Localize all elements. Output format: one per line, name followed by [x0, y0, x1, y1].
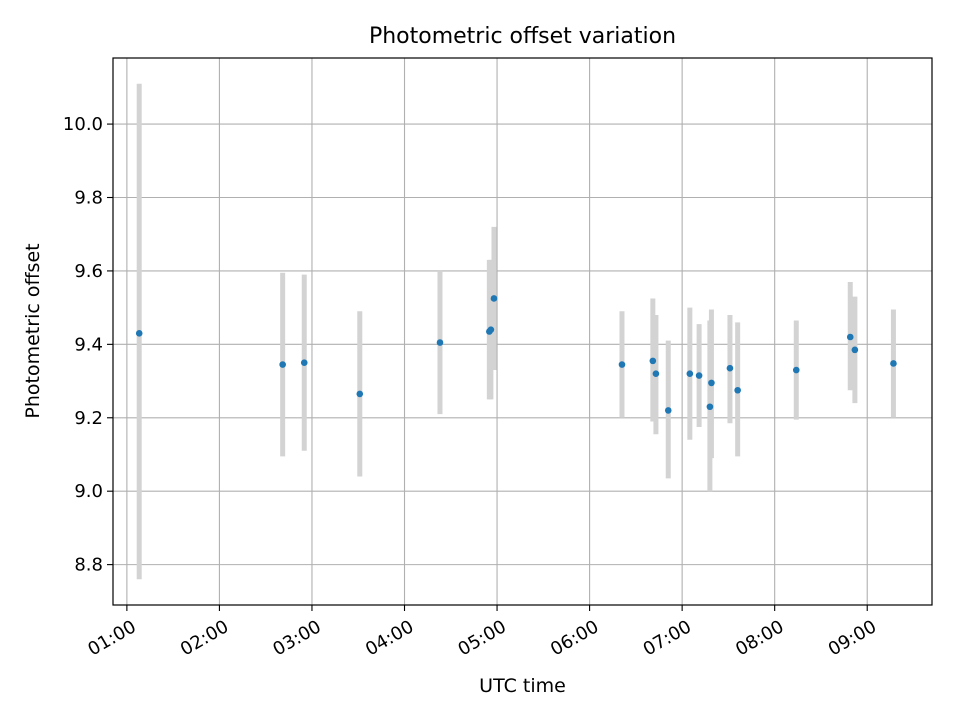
- y-tick-label: 9.8: [74, 188, 103, 209]
- y-axis-ticks: 8.8 9.0 9.2 9.4 9.6 9.8 10.0: [63, 114, 113, 576]
- data-point: [279, 361, 286, 368]
- y-tick-label: 9.4: [74, 334, 103, 355]
- y-axis-label: Photometric offset: [22, 243, 44, 418]
- data-point: [487, 326, 495, 333]
- y-tick-label: 10.0: [63, 114, 103, 135]
- y-tick-label: 9.2: [74, 408, 103, 429]
- data-points: [135, 295, 897, 414]
- data-point: [726, 364, 734, 372]
- y-tick-label: 9.0: [74, 481, 103, 502]
- data-point: [846, 333, 854, 341]
- data-point: [792, 366, 800, 374]
- data-point: [686, 370, 694, 378]
- data-point: [851, 346, 859, 354]
- data-point: [652, 370, 660, 378]
- data-point: [734, 386, 741, 394]
- plot-area: [113, 58, 932, 605]
- data-point: [890, 360, 897, 367]
- chart-title: Photometric offset variation: [369, 24, 676, 49]
- data-point: [356, 390, 364, 398]
- data-point: [664, 407, 672, 414]
- data-point: [649, 357, 657, 365]
- grid-lines: [113, 58, 932, 605]
- y-tick-label: 9.6: [74, 261, 103, 282]
- plot-frame: [112, 57, 933, 606]
- data-point: [300, 359, 308, 367]
- data-point: [436, 339, 444, 346]
- data-point: [490, 295, 498, 302]
- data-point: [706, 403, 714, 411]
- data-point: [708, 379, 715, 387]
- y-tick-label: 8.8: [74, 555, 103, 576]
- x-axis-label: UTC time: [479, 675, 566, 697]
- data-point: [135, 330, 143, 337]
- data-point: [695, 372, 703, 379]
- data-point: [618, 361, 626, 368]
